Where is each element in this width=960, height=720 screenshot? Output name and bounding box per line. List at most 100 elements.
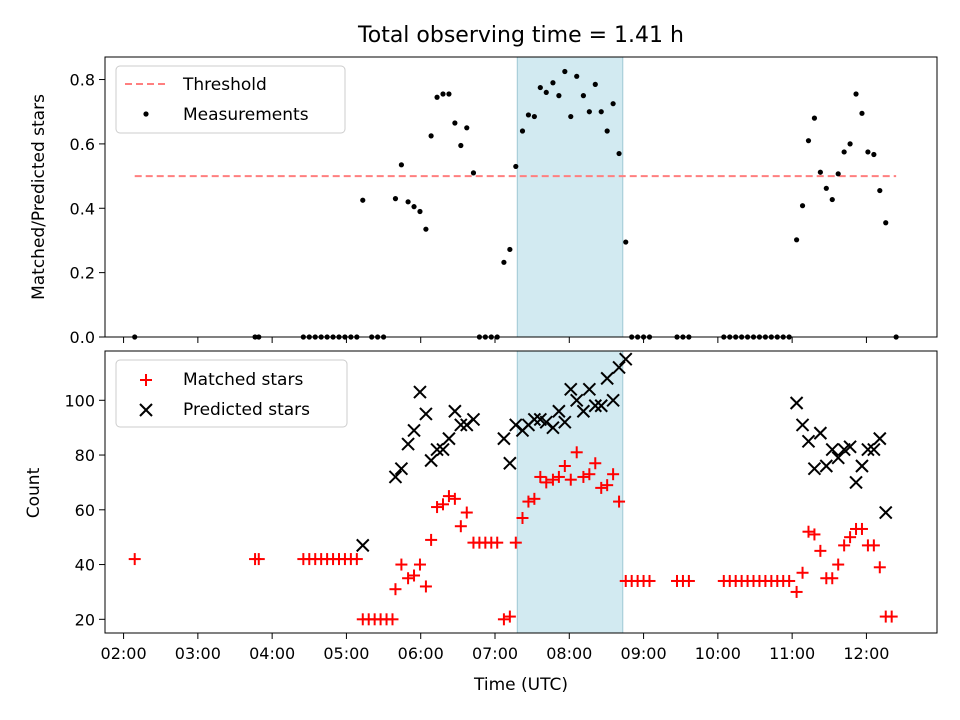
- predicted-star-point: [454, 418, 468, 432]
- matched-star-point: [832, 558, 845, 571]
- measurement-point: [877, 187, 883, 194]
- top-legend: Threshold Measurements: [115, 65, 346, 134]
- matched-star-point: [808, 528, 821, 541]
- predicted-star-point: [424, 453, 438, 468]
- matched-star-point: [419, 580, 432, 593]
- measurement-point: [452, 120, 458, 126]
- matched-star-point: [558, 459, 571, 472]
- measurement-point: [434, 94, 440, 100]
- matched-star-point: [503, 610, 516, 623]
- matched-star-point: [589, 457, 602, 470]
- top-y-tick-label: 0.2: [70, 264, 95, 283]
- predicted-star-point: [831, 451, 845, 465]
- predicted-star-point: [612, 360, 626, 375]
- measurement-point: [811, 115, 818, 121]
- bottom-panel: 20 40 60 80 100 02:00 03:00 04:00 05:00 06:00 07:…: [24, 350, 938, 695]
- matched-star-point: [873, 561, 886, 574]
- matched-star-point: [128, 553, 141, 566]
- predicted-star-point: [570, 393, 584, 407]
- measurement-point: [794, 237, 800, 243]
- matched-star-point: [431, 501, 444, 514]
- matched-star-point: [389, 583, 402, 596]
- bottom-x-axis-label: Time (UTC): [473, 675, 568, 695]
- predicted-star-point: [448, 404, 462, 418]
- bottom-x-tick-label: 08:00: [546, 644, 592, 663]
- bottom-x-ticks: 02:00 03:00 04:00 05:00 06:00 07:00 08:00 09:00…: [101, 633, 889, 663]
- measurement-point: [799, 203, 806, 209]
- measurement-point: [817, 169, 823, 175]
- measurement-point: [610, 101, 616, 107]
- matched-star-point: [867, 539, 880, 552]
- matched-star-point: [601, 479, 614, 492]
- predicted-star-point: [558, 415, 572, 429]
- measurement-point: [513, 163, 519, 170]
- measurement-point: [537, 84, 543, 91]
- matched-star-point: [491, 536, 504, 549]
- matched-star-point: [402, 572, 415, 585]
- measurement-point: [823, 185, 829, 191]
- matched-star-point: [546, 473, 559, 486]
- measurement-point: [417, 208, 423, 215]
- predicted-legend-marker: [139, 403, 153, 417]
- measurement-point: [883, 220, 889, 226]
- bottom-x-tick-label: 11:00: [769, 644, 815, 663]
- measurement-point: [805, 138, 812, 144]
- predicted-star-point: [849, 475, 863, 490]
- measurement-point: [405, 199, 411, 205]
- bottom-axes-frame: [104, 350, 938, 634]
- predicted-star-point: [789, 396, 804, 410]
- predicted-star-point: [430, 442, 444, 457]
- top-y-ticks: 0.0 0.2 0.4 0.6 0.8: [70, 71, 105, 347]
- matched-star-point: [570, 446, 583, 459]
- matched-star-point: [497, 613, 510, 626]
- matched-star-point: [783, 574, 796, 587]
- predicted-star-point: [388, 470, 403, 484]
- matched-star-point: [885, 610, 898, 623]
- predicted-star-point: [606, 393, 620, 407]
- top-legend-box: [115, 65, 346, 134]
- predicted-star-point: [879, 505, 893, 520]
- bottom-y-tick-label: 20: [75, 610, 95, 629]
- top-y-tick-label: 0.0: [70, 328, 95, 347]
- measurement-point: [871, 151, 877, 158]
- bottom-x-tick-label: 05:00: [323, 644, 369, 663]
- predicted-star-point: [867, 442, 881, 457]
- predicted-star-point: [546, 420, 560, 435]
- top-y-tick-label: 0.6: [70, 135, 95, 154]
- measurement-point: [829, 196, 835, 203]
- measurement-point: [531, 113, 537, 120]
- bottom-legend-box: [115, 359, 348, 428]
- matched-star-point: [583, 468, 596, 481]
- bottom-y-ticks: 20 40 60 80 100: [64, 391, 105, 629]
- measurement-point: [360, 197, 366, 203]
- matched-star-point: [395, 558, 408, 571]
- measurement-point: [392, 196, 399, 202]
- predicted-star-point: [436, 442, 450, 457]
- measurement-point: [580, 93, 587, 99]
- top-span: [516, 56, 624, 338]
- matched-star-point: [814, 544, 827, 557]
- bottom-x-tick-label: 06:00: [398, 644, 444, 663]
- bottom-x-tick-label: 07:00: [472, 644, 518, 663]
- top-panel: 0.00.20.40.60.8 Matched/Predicted stars …: [29, 56, 938, 347]
- predicted-star-point: [356, 538, 370, 553]
- matched-star-point: [838, 539, 851, 552]
- bottom-y-tick-label: 40: [75, 556, 95, 575]
- bottom-x-tick-label: 03:00: [175, 644, 221, 663]
- predicted-star-point: [497, 431, 511, 446]
- measurement-point: [568, 113, 574, 120]
- bottom-legend: Matched stars Predicted stars: [115, 359, 348, 428]
- predicted-star-point: [873, 431, 887, 446]
- bottom-y-tick-label: 100: [64, 391, 95, 410]
- predicted-star-point: [861, 442, 875, 457]
- measurement-point: [470, 170, 477, 176]
- bottom-x-tick-label: 09:00: [621, 644, 667, 663]
- matched-star-point: [796, 566, 809, 579]
- matched-star-point: [607, 468, 620, 481]
- measurement-point: [501, 259, 507, 265]
- predicted-star-point: [582, 382, 597, 397]
- predicted-star-point: [588, 399, 602, 413]
- measurement-point: [847, 141, 853, 147]
- bottom-x-tick-label: 12:00: [843, 644, 889, 663]
